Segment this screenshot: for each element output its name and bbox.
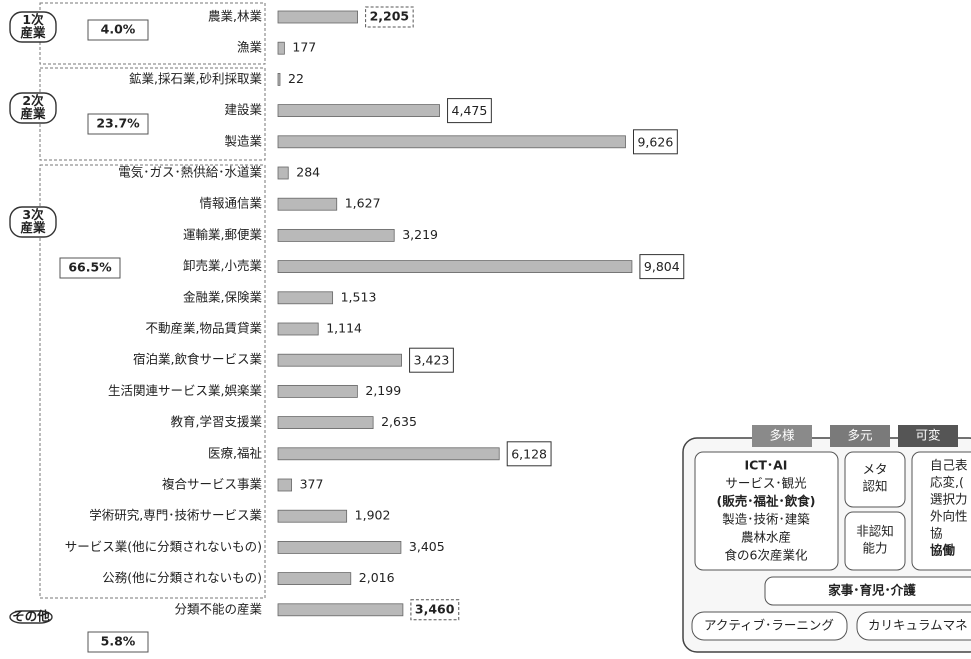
category-label: サービス業(他に分類されないもの) bbox=[65, 539, 262, 554]
value-label: 2,635 bbox=[381, 414, 417, 429]
value-label: 1,902 bbox=[355, 508, 391, 523]
category-label: 運輸業,郵便業 bbox=[183, 227, 262, 242]
category-label: 卸売業,小売業 bbox=[183, 258, 262, 273]
category-label: 農業,林業 bbox=[208, 9, 262, 24]
category-label: 情報通信業 bbox=[199, 196, 262, 211]
value-label: 284 bbox=[296, 165, 320, 180]
bar bbox=[278, 448, 499, 460]
value-label: 3,219 bbox=[402, 227, 438, 242]
bar bbox=[278, 510, 347, 522]
share-label: 23.7% bbox=[96, 116, 140, 131]
bar bbox=[278, 105, 440, 117]
category-label: 宿泊業,飲食サービス業 bbox=[133, 352, 262, 367]
category-label: 生活関連サービス業,娯楽業 bbox=[108, 383, 262, 398]
value-label: 3,405 bbox=[409, 539, 445, 554]
bar bbox=[278, 385, 357, 397]
panel-text: アクティブ･ラーニング bbox=[704, 618, 834, 633]
bar bbox=[278, 573, 351, 585]
category-label: 鉱業,採石業,砂利採取業 bbox=[129, 71, 262, 86]
value-label: 1,627 bbox=[345, 196, 381, 211]
category-label: 学術研究,専門･技術サービス業 bbox=[89, 508, 262, 523]
panel-text: 応変,( bbox=[930, 475, 964, 490]
value-label: 4,475 bbox=[452, 103, 488, 118]
share-label: 4.0% bbox=[101, 22, 136, 37]
panel-text: 製造･技術･建築 bbox=[722, 512, 810, 527]
category-label: 電気･ガス･熱供給･水道業 bbox=[118, 165, 262, 180]
panel-text: 自己表 bbox=[930, 458, 968, 473]
panel-text: カリキュラムマネ bbox=[868, 618, 968, 633]
bar bbox=[278, 604, 403, 616]
panel-text: サービス･観光 bbox=[725, 476, 806, 491]
value-label: 2,199 bbox=[365, 383, 401, 398]
bar bbox=[278, 198, 337, 210]
share-label: 5.8% bbox=[101, 634, 136, 649]
category-label: 金融業,保険業 bbox=[183, 289, 262, 304]
bar bbox=[278, 541, 401, 553]
bar bbox=[278, 42, 284, 54]
bar bbox=[278, 479, 292, 491]
tab-label: 多様 bbox=[769, 428, 795, 443]
page: 多様 多元 可変 ICT･AI サービス･観光 (販売･福祉･飲食) 製造･技術･建築農林水… bbox=[0, 0, 971, 655]
value-label: 1,114 bbox=[326, 321, 362, 336]
category-label: 教育,学習支援業 bbox=[171, 414, 263, 429]
bar bbox=[278, 229, 394, 241]
panel-text: 非認知 bbox=[856, 524, 894, 539]
value-label: 377 bbox=[300, 477, 324, 492]
value-label: 6,128 bbox=[511, 446, 547, 461]
panel-text: ICT･AI bbox=[745, 458, 788, 473]
value-label: 1,513 bbox=[341, 289, 377, 304]
panel-text: メタ bbox=[862, 462, 887, 477]
group-label: 産業 bbox=[20, 220, 46, 235]
group-label: その他 bbox=[12, 609, 50, 624]
value-label: 22 bbox=[288, 71, 304, 86]
panel-text: 能力 bbox=[862, 541, 887, 556]
bar bbox=[278, 323, 318, 335]
panel-text: 農林水産 bbox=[741, 530, 791, 545]
bar bbox=[278, 417, 373, 429]
category-label: 製造業 bbox=[224, 133, 262, 148]
group-label: 産業 bbox=[20, 25, 46, 40]
bar bbox=[278, 167, 288, 179]
panel-text: 協働 bbox=[930, 543, 956, 558]
tab-label: 可変 bbox=[915, 428, 940, 443]
panel-text: 食の6次産業化 bbox=[725, 548, 808, 563]
bar bbox=[278, 73, 280, 85]
category-label: 複合サービス事業 bbox=[162, 477, 263, 492]
category-label: 不動産業,物品賃貸業 bbox=[146, 321, 263, 336]
value-label: 2,016 bbox=[359, 570, 395, 585]
value-label: 3,460 bbox=[415, 601, 455, 616]
category-label: 公務(他に分類されないもの) bbox=[102, 570, 262, 585]
value-label: 2,205 bbox=[370, 9, 410, 24]
panel-text: 協 bbox=[930, 526, 943, 541]
bar bbox=[278, 136, 625, 148]
bar bbox=[278, 11, 358, 23]
category-label: 漁業 bbox=[237, 40, 263, 55]
value-label: 177 bbox=[292, 40, 316, 55]
value-label: 9,626 bbox=[637, 134, 673, 149]
bar bbox=[278, 261, 632, 273]
category-label: 建設業 bbox=[224, 102, 262, 117]
group-label: 産業 bbox=[20, 106, 46, 121]
value-label: 3,423 bbox=[414, 353, 450, 368]
value-label: 9,804 bbox=[644, 259, 680, 274]
category-label: 医療,福祉 bbox=[208, 445, 262, 460]
panel-text: 選択力 bbox=[930, 492, 968, 507]
panel-text: 外向性 bbox=[930, 509, 968, 524]
panel-text: (販売･福祉･飲食) bbox=[717, 494, 816, 509]
panel: 多様 多元 可変 ICT･AI サービス･観光 (販売･福祉･飲食) 製造･技術･建築農林水… bbox=[683, 425, 971, 652]
category-label: 分類不能の産業 bbox=[174, 601, 262, 616]
bar bbox=[278, 292, 333, 304]
tab-label: 多元 bbox=[847, 428, 872, 443]
panel-text: 認知 bbox=[862, 479, 887, 494]
panel-text: 家事･育児･介護 bbox=[828, 583, 916, 598]
share-label: 66.5% bbox=[68, 260, 112, 275]
bar bbox=[278, 354, 402, 366]
